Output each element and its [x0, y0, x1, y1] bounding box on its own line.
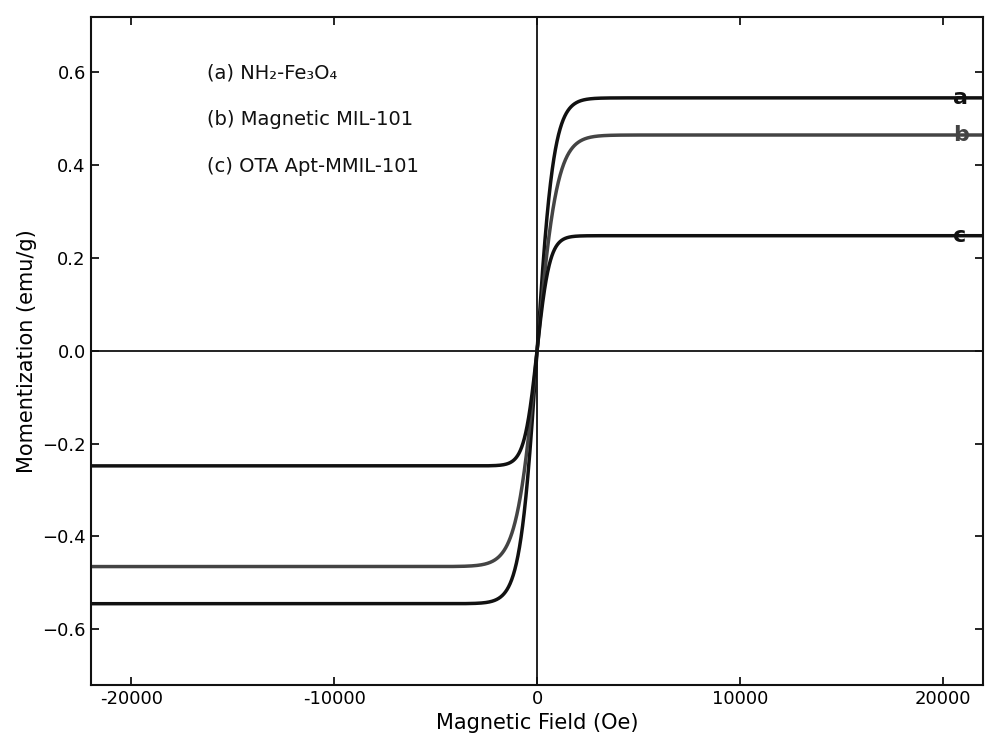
Text: c: c: [953, 226, 966, 246]
Y-axis label: Momentization (emu/g): Momentization (emu/g): [17, 229, 37, 472]
Text: b: b: [953, 125, 969, 145]
Text: (c) OTA Apt-MMIL-101: (c) OTA Apt-MMIL-101: [207, 157, 419, 176]
Text: a: a: [953, 88, 968, 108]
Text: (b) Magnetic MIL-101: (b) Magnetic MIL-101: [207, 110, 413, 129]
X-axis label: Magnetic Field (Oe): Magnetic Field (Oe): [436, 713, 638, 734]
Text: (a) NH₂-Fe₃O₄: (a) NH₂-Fe₃O₄: [207, 64, 337, 82]
